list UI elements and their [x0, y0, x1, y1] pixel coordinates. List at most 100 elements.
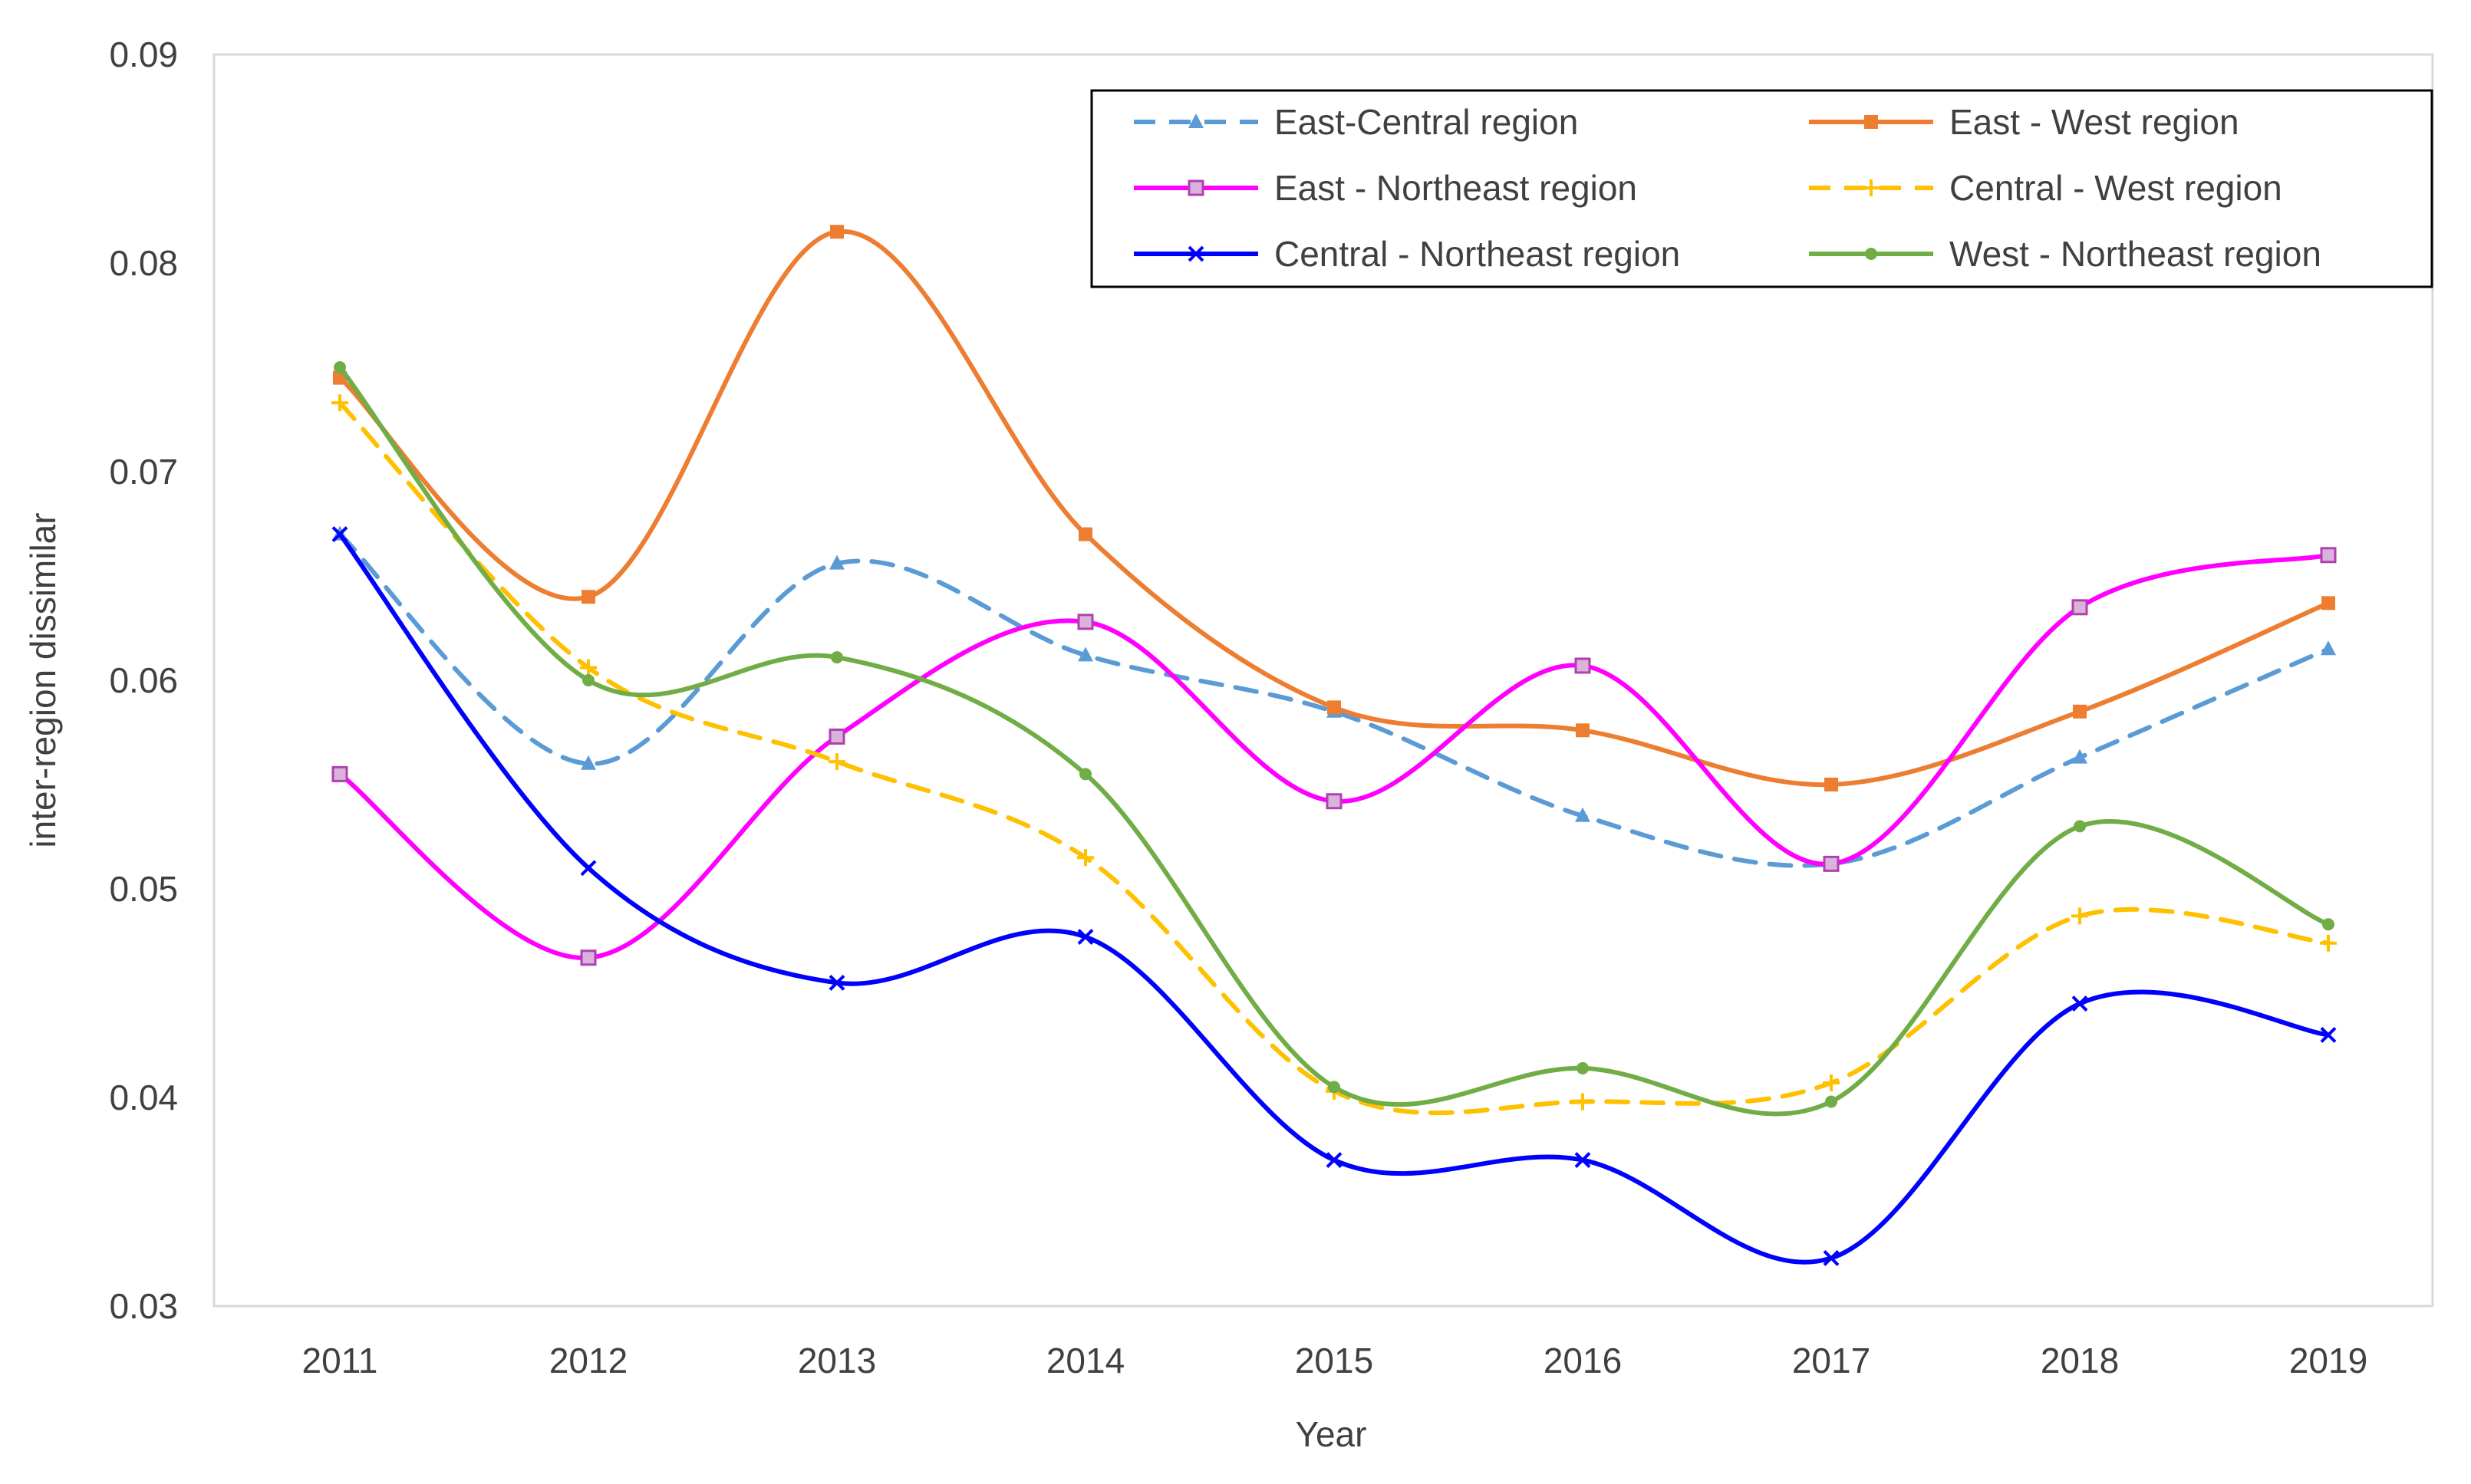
legend-label: East - West region: [1949, 102, 2239, 142]
x-tick-label: 2011: [302, 1341, 378, 1380]
y-tick-label: 0.07: [109, 452, 178, 492]
data-point: [1825, 1095, 1837, 1108]
legend-box: [1090, 89, 2433, 288]
x-tick-label: 2015: [1295, 1341, 1373, 1380]
data-point: [1823, 855, 1840, 872]
data-point: [1823, 1250, 1840, 1266]
legend-item: West - Northeast region: [1809, 234, 2321, 274]
x-tick-label: 2014: [1046, 1341, 1125, 1380]
series-line: [338, 531, 2331, 868]
legend-marker: [1865, 248, 1877, 260]
data-point: [1077, 614, 1094, 630]
data-point: [1077, 929, 1094, 945]
series-line: [338, 365, 2331, 1117]
legend: East-Central region East - West region Eas…: [1090, 89, 2433, 288]
legend-label: East-Central region: [1274, 102, 1578, 142]
legend-label: East - Northeast region: [1274, 168, 1637, 208]
data-point: [2321, 596, 2335, 610]
series-line: [338, 531, 2331, 1265]
data-point: [2322, 918, 2334, 931]
data-point: [580, 860, 597, 877]
legend-marker: [1188, 245, 1204, 262]
y-tick-label: 0.06: [109, 660, 178, 700]
data-point: [1328, 1081, 1340, 1094]
x-tick-label: 2018: [2041, 1341, 2119, 1380]
data-point: [1078, 647, 1093, 662]
legend-marker: [1863, 179, 1880, 196]
data-point: [1574, 1093, 1591, 1111]
data-point: [829, 728, 845, 745]
data-point: [331, 394, 348, 412]
y-tick-label: 0.09: [109, 35, 178, 74]
series-1: [333, 225, 2335, 791]
data-point: [1079, 527, 1092, 541]
x-tick-label: 2016: [1544, 1341, 1622, 1380]
data-point: [2071, 907, 2088, 925]
data-point: [331, 526, 348, 543]
data-point: [830, 225, 844, 239]
data-point: [829, 753, 845, 771]
data-point: [1326, 793, 1343, 810]
legend-item: East-Central region: [1134, 102, 1578, 142]
data-point: [2320, 934, 2337, 952]
legend-label: Central - West region: [1949, 168, 2282, 208]
legend-item: East - Northeast region: [1134, 168, 1637, 208]
data-point: [334, 361, 346, 373]
data-point: [582, 674, 595, 686]
data-point: [2074, 820, 2086, 833]
data-point: [2320, 1026, 2337, 1043]
data-point: [580, 659, 597, 676]
data-point: [1575, 807, 1590, 822]
legend-label: Central - Northeast region: [1274, 234, 1680, 274]
data-point: [580, 949, 597, 966]
data-point: [1824, 778, 1838, 791]
x-tick-label: 2017: [1792, 1341, 1870, 1380]
data-point: [829, 554, 845, 570]
data-point: [1077, 849, 1094, 867]
data-point: [2072, 749, 2087, 764]
legend-marker: [1188, 179, 1204, 196]
data-point: [1576, 1061, 1589, 1074]
y-tick-label: 0.08: [109, 243, 178, 283]
x-tick-label: 2013: [798, 1341, 876, 1380]
data-point: [1823, 1074, 1840, 1091]
data-point: [829, 974, 845, 991]
legend-marker: [1864, 115, 1878, 129]
y-axis: 0.03 0.04 0.05 0.06 0.07 0.08 0.09: [109, 35, 178, 1326]
data-point: [1079, 768, 1092, 781]
y-axis-title: inter-region dissimilar: [23, 512, 63, 847]
data-point: [2321, 640, 2336, 656]
series-4: [331, 526, 2337, 1266]
x-tick-label: 2019: [2289, 1341, 2367, 1380]
data-point: [1574, 1152, 1591, 1169]
legend-item: Central - Northeast region: [1134, 234, 1680, 274]
data-point: [1326, 1152, 1343, 1169]
data-point: [2071, 995, 2088, 1012]
series-layer: [331, 225, 2337, 1266]
series-2: [331, 547, 2337, 966]
y-tick-label: 0.05: [109, 869, 178, 909]
data-point: [1576, 723, 1590, 738]
data-point: [2320, 547, 2337, 564]
legend-marker: [1188, 114, 1204, 128]
data-point: [2071, 599, 2088, 616]
x-tick-label: 2012: [549, 1341, 628, 1380]
data-point: [581, 755, 596, 770]
plot-area-border: [213, 53, 2434, 1308]
data-point: [582, 590, 595, 604]
x-axis-title: Year: [1296, 1414, 1367, 1454]
data-point: [831, 651, 843, 664]
data-point: [331, 765, 348, 782]
data-point: [2073, 704, 2087, 719]
legend-item: Central - West region: [1809, 168, 2282, 208]
legend-item: East - West region: [1809, 102, 2239, 142]
series-5: [334, 361, 2334, 1117]
data-point: [1327, 700, 1341, 715]
x-axis: 2011 2012 2013 2014 2015 2016 2017 2018 2019: [302, 1341, 2368, 1380]
legend-label: West - Northeast region: [1949, 234, 2321, 274]
series-line: [338, 400, 2331, 1116]
y-tick-label: 0.04: [109, 1078, 178, 1117]
y-tick-label: 0.03: [109, 1286, 178, 1326]
